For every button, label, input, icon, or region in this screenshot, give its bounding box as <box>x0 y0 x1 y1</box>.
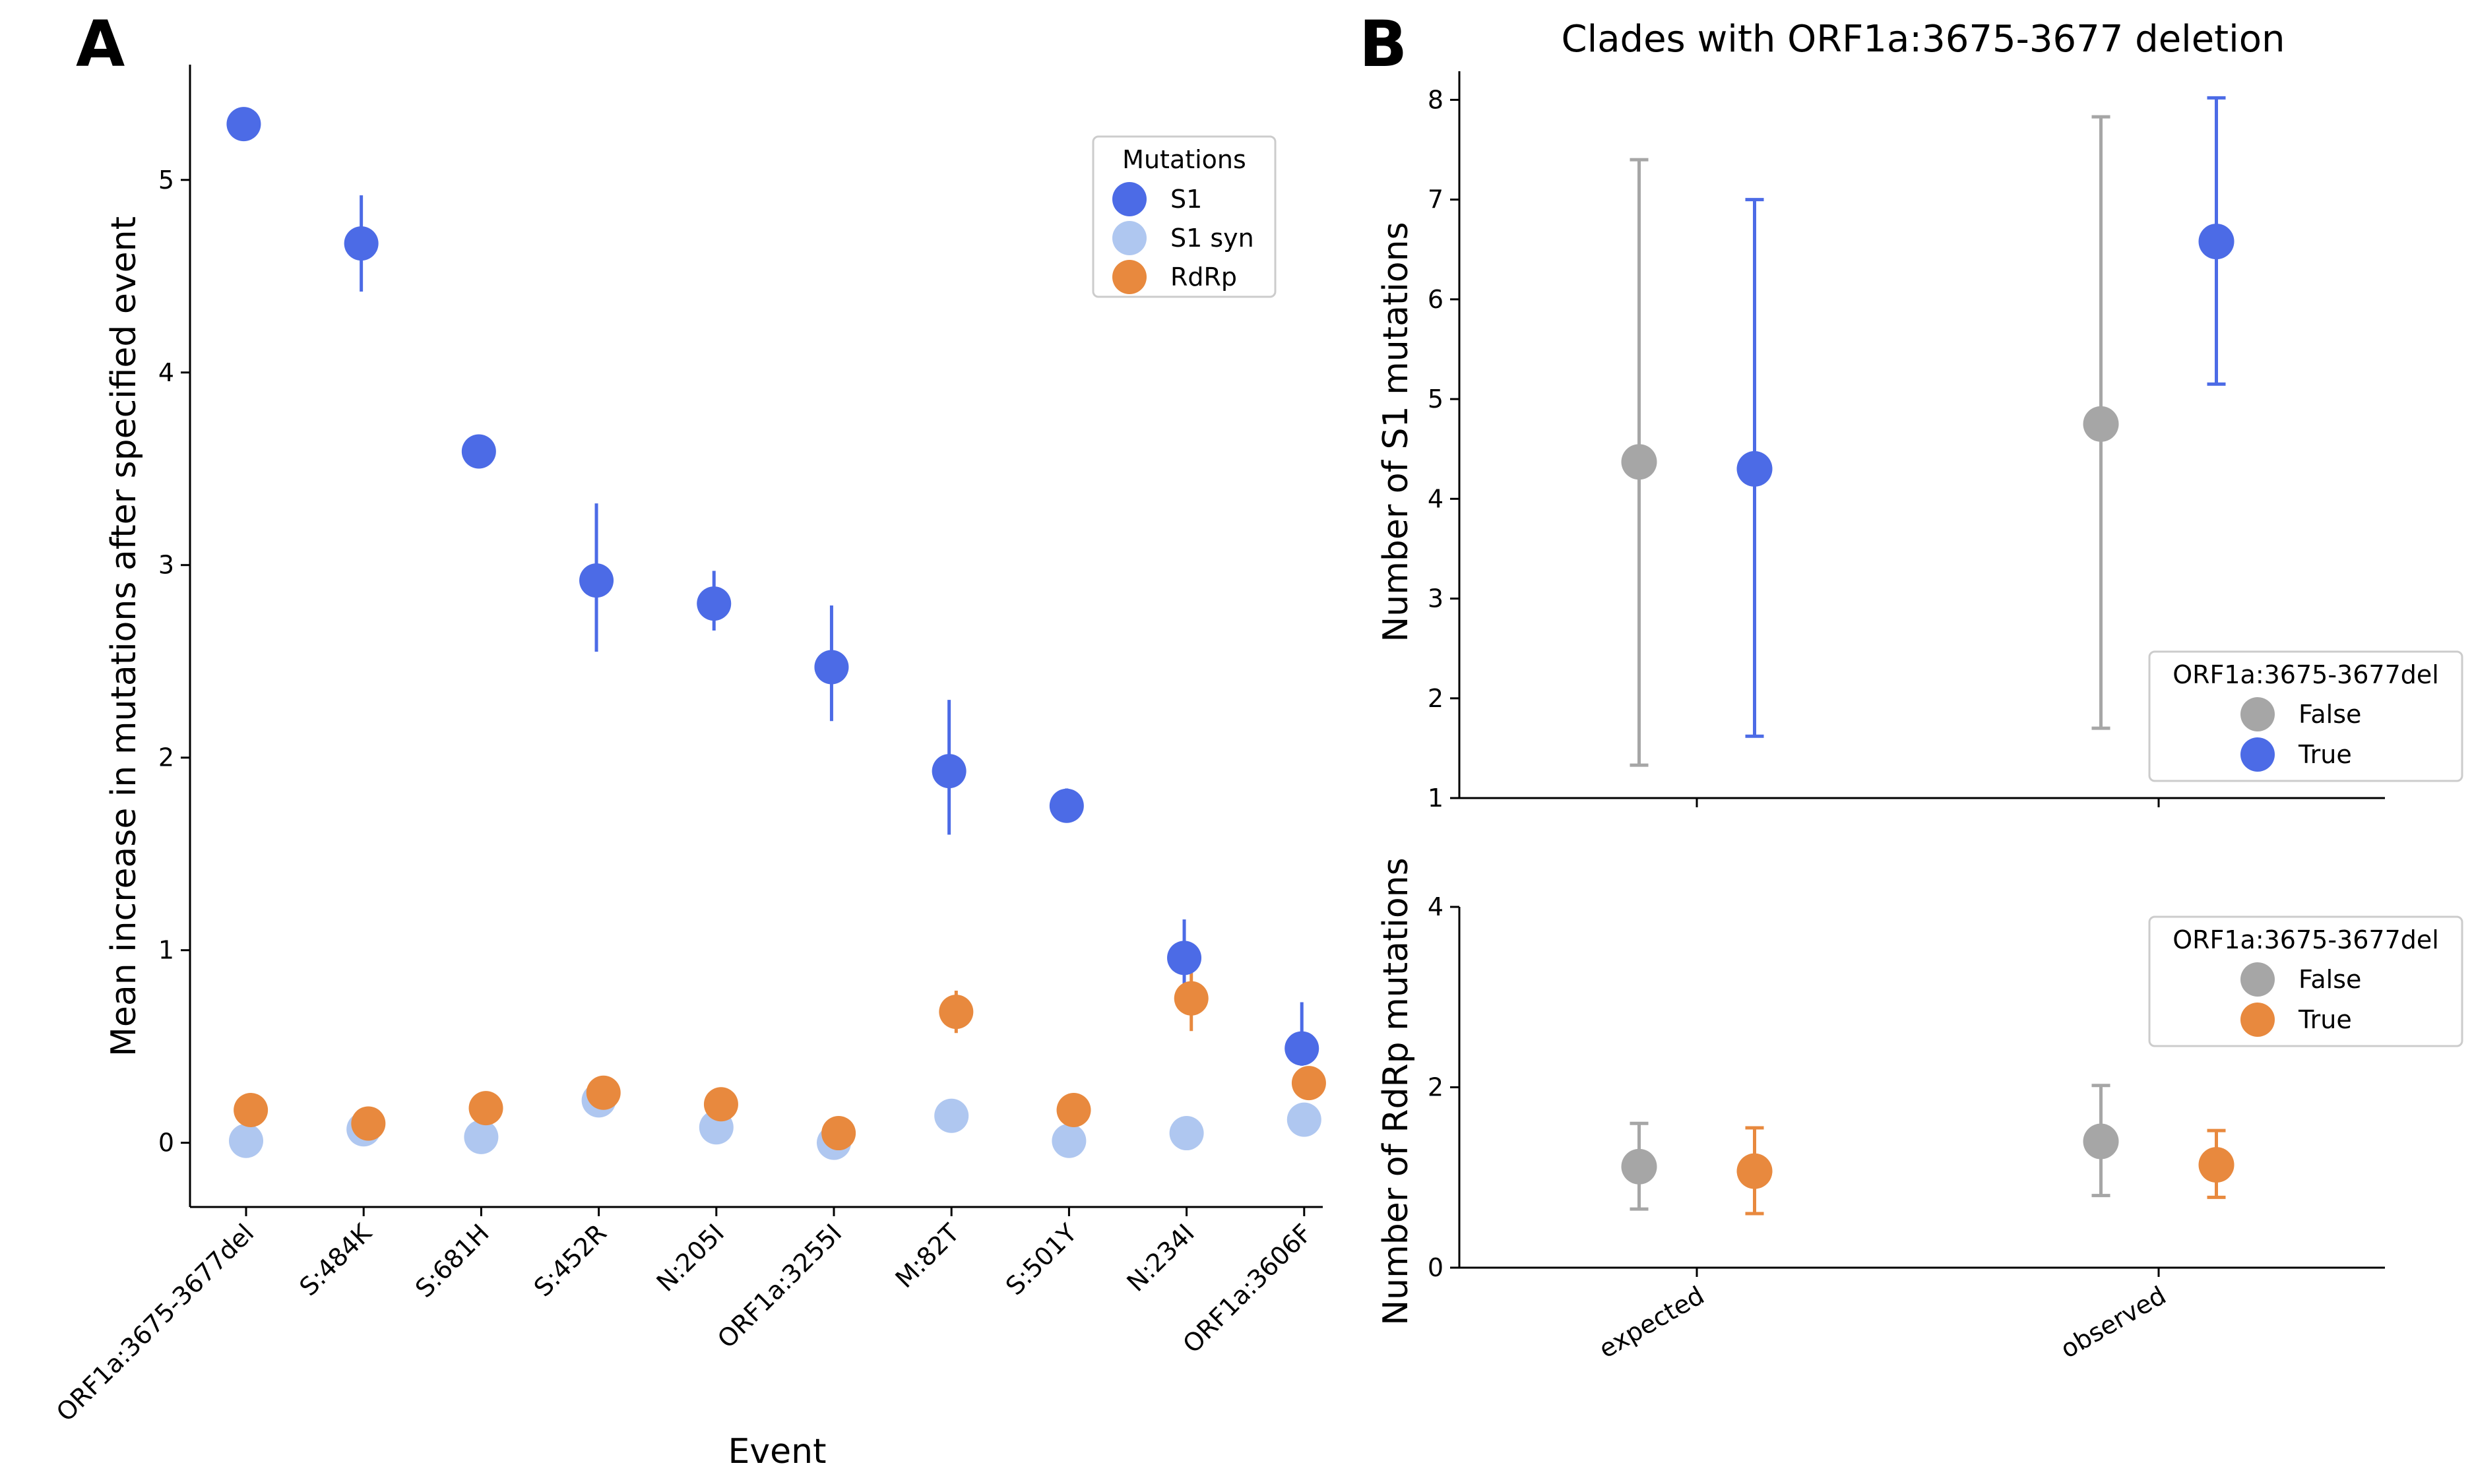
panel-letter-b: B <box>1359 7 1407 81</box>
bb-legend-label-true: True <box>2298 1005 2352 1034</box>
bb-point-true <box>1736 1153 1773 1189</box>
a-x-tick-label-m-82t: M:82T <box>890 1218 966 1294</box>
bb-y-tick-label: 0 <box>1428 1253 1443 1282</box>
a-legend-label-s1-syn: S1 syn <box>1170 224 1254 253</box>
bt-point-false <box>1621 444 1657 480</box>
bb-legend-marker-true <box>2240 1003 2275 1037</box>
a-legend-marker-s1-syn <box>1112 221 1147 255</box>
panel-a-plot: 0 1 2 3 4 5 ORF1a:3675-3677del S:484K S:681H S:4… <box>51 65 1326 1471</box>
bb-x-tick-label-expected: expected <box>1594 1281 1709 1364</box>
bt-point-true <box>1736 450 1773 487</box>
a-x-tick-label-orf1a-3255i: ORF1a:3255I <box>712 1218 847 1353</box>
a-point-s1 <box>461 434 496 469</box>
bt-legend-label-true: True <box>2298 740 2352 769</box>
bb-y-tick-label: 4 <box>1428 892 1443 921</box>
a-point-s1 <box>579 563 614 598</box>
a-point-rdrp <box>1056 1093 1091 1128</box>
a-point-rdrp <box>468 1091 503 1126</box>
a-legend-label-s1: S1 <box>1170 185 1202 214</box>
a-point-s1 <box>697 586 732 621</box>
a-y-tick-label: 2 <box>158 743 174 772</box>
bt-y-tick-label: 8 <box>1428 85 1443 114</box>
a-legend-marker-rdrp <box>1112 260 1147 294</box>
bb-point-false <box>2083 1123 2119 1159</box>
a-point-s1 <box>226 107 261 142</box>
a-point-s1-syn <box>464 1119 499 1154</box>
bt-point-true <box>2198 224 2235 260</box>
a-x-tick-label-s-484k: S:484K <box>294 1218 377 1301</box>
panel-b-title: Clades with ORF1a:3675-3677 deletion <box>1562 18 2285 61</box>
a-point-s1-syn <box>1052 1123 1087 1158</box>
panel-b-bottom-y-axis-label: Number of RdRp mutations <box>1376 857 1416 1325</box>
a-point-s1-syn <box>229 1123 263 1158</box>
bt-y-tick-label: 6 <box>1428 285 1443 314</box>
bt-legend-marker-true <box>2240 737 2275 772</box>
a-point-rdrp <box>1291 1066 1326 1101</box>
panel-a-y-axis-label: Mean increase in mutations after specifi… <box>104 216 144 1057</box>
a-point-s1 <box>932 754 967 789</box>
a-x-tick-label-n-205i: N:205I <box>651 1218 730 1297</box>
bb-legend-marker-false <box>2240 962 2275 997</box>
bb-legend-title: ORF1a:3675-3677del <box>2173 925 2439 954</box>
a-x-tick-label-orf1a-3675-3677del: ORF1a:3675-3677del <box>51 1218 260 1427</box>
panel-b-bottom-legend: ORF1a:3675-3677del False True <box>2148 915 2463 1047</box>
bt-legend-label-false: False <box>2299 700 2361 729</box>
a-y-tick-label: 4 <box>158 358 174 387</box>
a-point-s1-syn <box>1169 1116 1204 1151</box>
bt-legend-title: ORF1a:3675-3677del <box>2173 660 2439 689</box>
bt-y-tick-label: 3 <box>1428 584 1443 613</box>
bb-point-true <box>2198 1147 2235 1183</box>
panel-a-legend: Mutations S1 S1 syn RdRp <box>1092 135 1277 298</box>
bt-y-tick-label: 5 <box>1428 385 1443 414</box>
a-y-tick-label: 1 <box>158 936 174 965</box>
a-point-rdrp <box>1174 981 1209 1016</box>
bb-x-tick-label-observed: observed <box>2056 1281 2171 1364</box>
bt-legend-marker-false <box>2240 697 2275 731</box>
a-point-s1 <box>1285 1031 1319 1066</box>
a-point-rdrp <box>703 1087 738 1122</box>
bt-y-tick-label: 4 <box>1428 484 1443 513</box>
bt-y-tick-label: 1 <box>1428 784 1443 813</box>
a-point-s1-syn <box>934 1098 969 1133</box>
a-y-tick-label: 0 <box>158 1128 174 1158</box>
a-point-rdrp <box>586 1075 621 1110</box>
a-point-s1 <box>814 650 849 685</box>
bt-point-false <box>2083 406 2119 442</box>
panel-b-top-plot: 1 2 3 4 5 6 7 8 Number of S1 mutations ORF1a:36… <box>1376 71 2463 813</box>
panel-b-top-legend: ORF1a:3675-3677del False True <box>2148 650 2463 782</box>
bt-y-tick-label: 7 <box>1428 185 1443 214</box>
a-x-tick-label-s-452r: S:452R <box>528 1218 612 1302</box>
a-y-tick-label: 3 <box>158 551 174 580</box>
a-legend-label-rdrp: RdRp <box>1170 263 1237 292</box>
bb-point-false <box>1621 1148 1657 1185</box>
a-legend-marker-s1 <box>1112 182 1147 216</box>
panel-b-top-y-axis-label: Number of S1 mutations <box>1376 222 1416 642</box>
bb-legend-label-false: False <box>2299 965 2361 994</box>
a-legend-title: Mutations <box>1122 145 1246 174</box>
a-point-rdrp <box>821 1116 856 1151</box>
panel-a-x-axis-label: Event <box>728 1432 827 1471</box>
panel-b-bottom-plot: 0 2 4 expected observed Number of RdRp muta… <box>1376 857 2463 1364</box>
bt-legend-frame <box>2148 650 2463 782</box>
a-x-tick-label-s-501y: S:501Y <box>1000 1218 1083 1301</box>
a-point-s1 <box>1049 788 1084 823</box>
a-legend-frame <box>1092 135 1277 298</box>
a-point-rdrp <box>234 1093 269 1128</box>
a-x-tick-label-s-681h: S:681H <box>410 1218 495 1303</box>
a-point-rdrp <box>351 1106 386 1141</box>
a-point-s1-syn <box>1286 1102 1321 1137</box>
panel-letter-a: A <box>76 7 125 81</box>
bb-legend-frame <box>2148 915 2463 1047</box>
a-point-rdrp <box>939 995 974 1030</box>
a-point-s1 <box>1167 941 1202 975</box>
a-x-tick-label-n-234i: N:234I <box>1121 1218 1199 1297</box>
bb-y-tick-label: 2 <box>1428 1073 1443 1102</box>
bt-y-tick-label: 2 <box>1428 684 1443 713</box>
a-point-s1 <box>344 226 379 261</box>
a-y-tick-label: 5 <box>158 166 174 195</box>
